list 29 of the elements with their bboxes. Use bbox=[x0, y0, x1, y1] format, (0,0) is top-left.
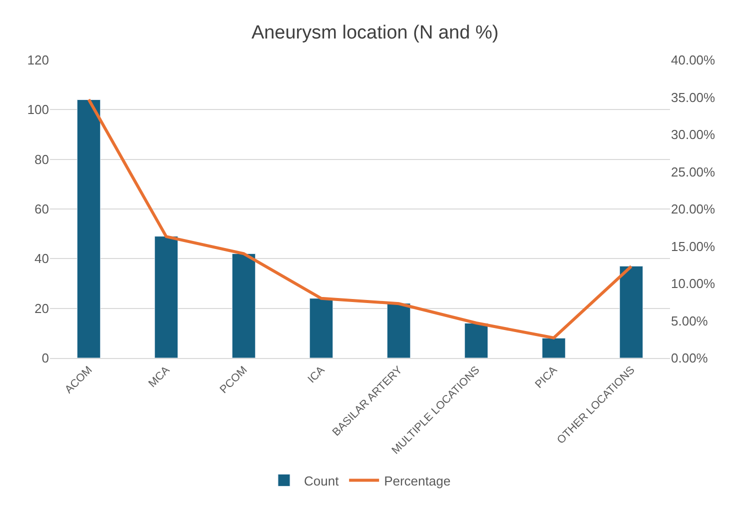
y-tick-label: 80 bbox=[34, 152, 49, 167]
y2-tick-label: 40.00% bbox=[671, 52, 716, 68]
y2-tick-label: 15.00% bbox=[671, 238, 716, 254]
bar bbox=[76, 99, 101, 358]
y2-tick-label: 20.00% bbox=[671, 202, 716, 217]
y-tick-label: 60 bbox=[34, 202, 49, 217]
bar bbox=[386, 303, 411, 358]
y-tick-label: 20 bbox=[34, 300, 49, 316]
bar bbox=[232, 253, 256, 358]
y2-tick-label: 10.00% bbox=[671, 276, 716, 292]
y-tick-label: 120 bbox=[27, 52, 49, 68]
y2-tick-label: 30.00% bbox=[671, 127, 716, 142]
y2-tick-label: 0.00% bbox=[671, 350, 708, 366]
y2-tick-label: 5.00% bbox=[671, 313, 708, 328]
bar bbox=[154, 236, 178, 358]
y2-tick-label: 35.00% bbox=[671, 90, 716, 105]
x-tick-label: ICA bbox=[306, 364, 328, 386]
legend-label: Count bbox=[304, 473, 340, 488]
bar bbox=[619, 266, 644, 358]
chart-title: Aneurysm location (N and %) bbox=[251, 22, 499, 44]
legend-label: Percentage bbox=[384, 473, 451, 488]
y-tick-label: 0 bbox=[42, 350, 49, 366]
bar bbox=[464, 322, 488, 358]
bar bbox=[309, 298, 334, 358]
y-tick-label: 40 bbox=[34, 251, 49, 266]
line-series bbox=[87, 98, 633, 340]
y-tick-label: 100 bbox=[27, 102, 49, 118]
y2-tick-label: 25.00% bbox=[671, 164, 716, 180]
bar bbox=[542, 338, 566, 358]
